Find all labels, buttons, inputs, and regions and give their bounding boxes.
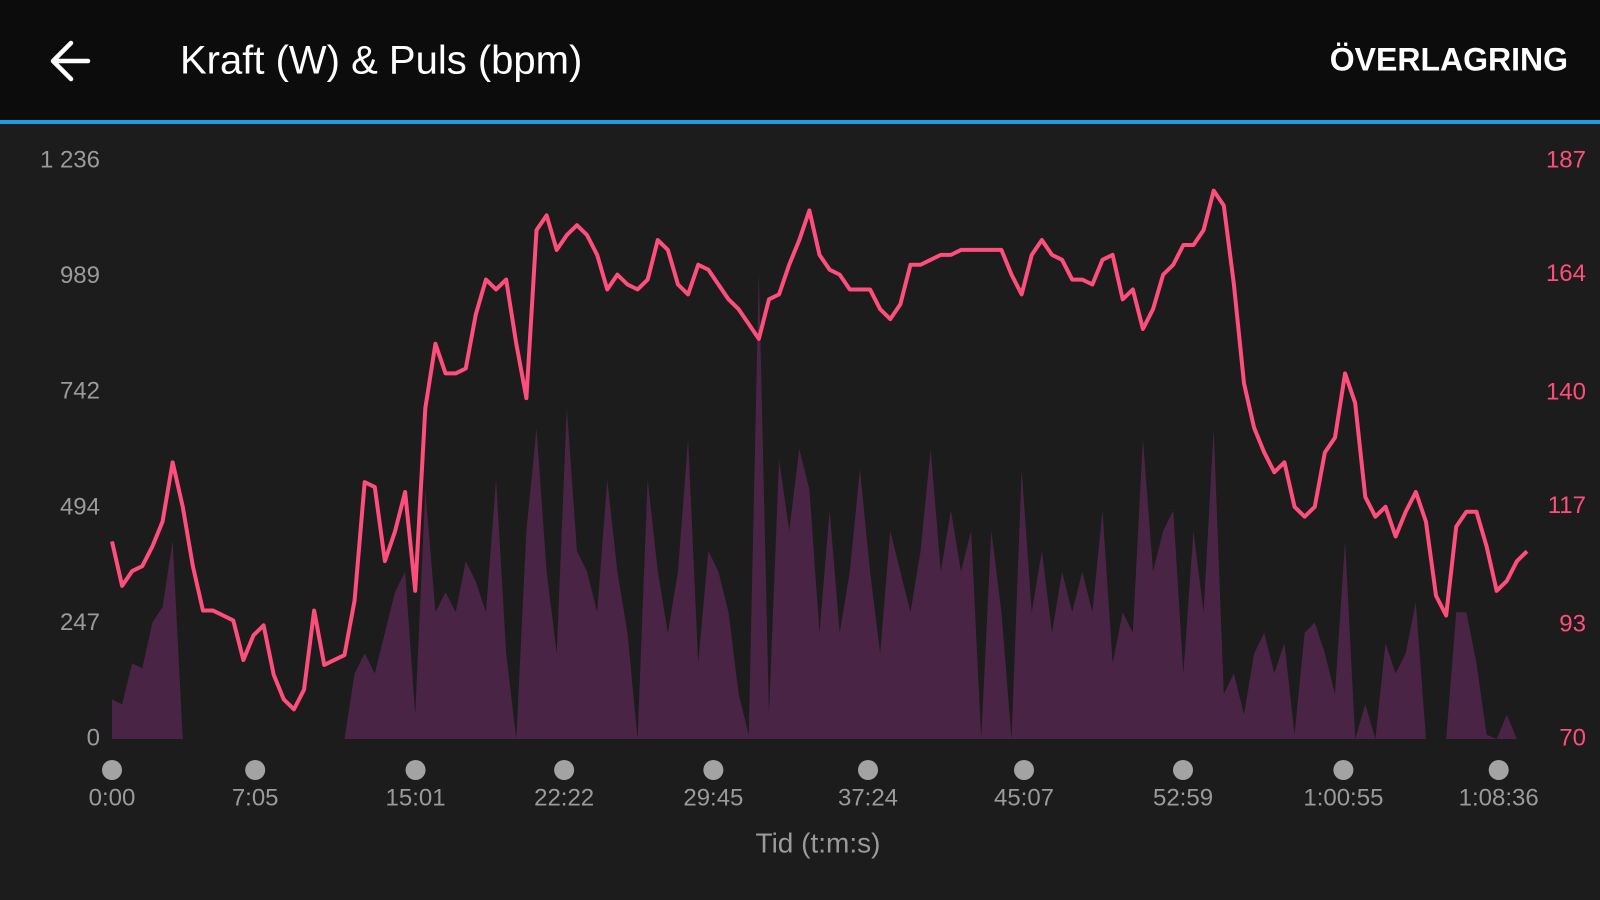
y2-tick-label: 164 bbox=[1546, 260, 1586, 287]
x-tick-dot bbox=[245, 760, 266, 780]
power-area bbox=[112, 271, 1527, 739]
x-tick-label: 7:05 bbox=[232, 784, 279, 811]
x-tick-dot bbox=[554, 760, 575, 780]
x-tick-label: 15:01 bbox=[386, 784, 446, 811]
x-tick-dot bbox=[102, 760, 122, 780]
y2-tick-label: 187 bbox=[1546, 146, 1586, 173]
y-tick-label: 1 236 bbox=[40, 146, 100, 173]
y-tick-label: 247 bbox=[60, 609, 100, 636]
x-tick-dot bbox=[858, 760, 879, 780]
y-tick-label: 494 bbox=[60, 493, 100, 520]
y2-tick-label: 70 bbox=[1559, 724, 1586, 751]
back-button[interactable] bbox=[50, 40, 91, 82]
app-bar-divider bbox=[0, 120, 1600, 124]
x-tick-label: 22:22 bbox=[534, 784, 594, 811]
x-tick-dot bbox=[703, 760, 724, 780]
x-tick-label: 1:00:55 bbox=[1303, 784, 1383, 811]
overlay-button[interactable]: ÖVERLAGRING bbox=[1330, 41, 1568, 77]
x-tick-label: 29:45 bbox=[683, 784, 743, 811]
screen-title: Kraft (W) & Puls (bpm) bbox=[180, 39, 582, 83]
x-tick-label: 37:24 bbox=[838, 784, 898, 811]
x-tick-dot bbox=[1014, 760, 1035, 780]
x-axis-label: Tid (t:m:s) bbox=[756, 827, 881, 858]
x-tick-dot bbox=[1488, 760, 1509, 780]
y-tick-label: 0 bbox=[87, 724, 100, 751]
app-bar bbox=[0, 0, 1600, 120]
x-tick-label: 45:07 bbox=[994, 784, 1054, 811]
y2-tick-label: 117 bbox=[1548, 492, 1586, 519]
heart-rate-line bbox=[110, 188, 1529, 712]
x-tick-dot bbox=[405, 760, 426, 780]
x-tick-label: 1:08:36 bbox=[1459, 784, 1539, 811]
x-tick-dot bbox=[1333, 760, 1354, 780]
x-tick-label: 0:00 bbox=[89, 784, 136, 811]
y-tick-label: 742 bbox=[60, 377, 100, 404]
y-tick-label: 989 bbox=[60, 262, 100, 289]
x-tick-label: 52:59 bbox=[1153, 784, 1213, 811]
x-tick-dot bbox=[1173, 760, 1194, 780]
y2-tick-label: 140 bbox=[1546, 379, 1586, 406]
y2-tick-label: 93 bbox=[1559, 611, 1586, 638]
